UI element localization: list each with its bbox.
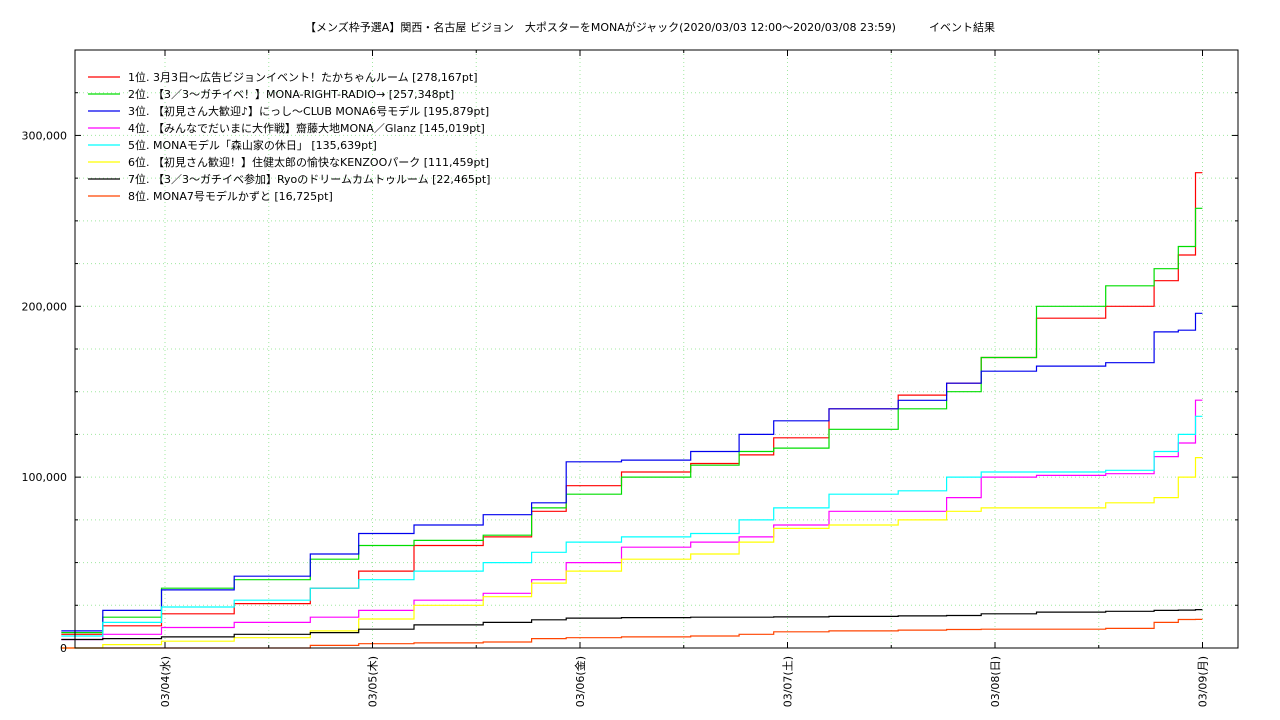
series-lines: [61, 172, 1203, 649]
series-line-4: [61, 399, 1203, 641]
series-line-6: [61, 457, 1203, 649]
y-tick-label: 0: [60, 642, 67, 655]
x-tick-label: 03/08(日): [989, 656, 1002, 707]
legend-entry-6: 6位. 【初見さん歓迎！】住健太郎の愉快なKENZOOパーク [111,459p…: [128, 155, 489, 169]
legend-entry-5: 5位. MONAモデル「森山家の休日」 [135,639pt]: [128, 138, 377, 152]
axes: 0 100,000 200,000 300,000 03/04(水) 03/05(木) 03…: [22, 50, 1238, 707]
x-tick-label: 03/06(金): [573, 656, 587, 707]
legend-entry-8: 8位. MONA7号モデルかずと [16,725pt]: [128, 189, 333, 203]
legend-entry-7: 7位. 【3／3〜ガチイベ参加】Ryoのドリームカムトゥルーム [22,465p…: [128, 172, 490, 186]
legend-entry-1: 1位. 3月3日〜広告ビジョンイベント！たかちゃんルーム [278,167pt]: [128, 70, 478, 84]
series-line-5: [61, 415, 1203, 637]
y-tick-label: 100,000: [22, 471, 68, 484]
legend-entry-4: 4位. 【みんなでだいまに大作戦】齋藤大地MONA／Glanz [145,019…: [128, 121, 485, 135]
series-line-8: [61, 618, 1203, 649]
legend-entry-3: 3位. 【初見さん大歓迎♪】にっし〜CLUB MONA6号モデル [195,87…: [128, 104, 489, 118]
x-tick-label: 03/05(木): [367, 656, 380, 707]
chart-title: 【メンズ枠予選A】関西・名古屋 ビジョン 大ポスターをMONAがジャック(202…: [305, 21, 995, 34]
series-line-2: [61, 207, 1203, 634]
series-line-1: [61, 172, 1203, 635]
y-tick-label: 300,000: [22, 129, 68, 142]
y-tick-label: 200,000: [22, 300, 68, 313]
legend: 1位. 3月3日〜広告ビジョンイベント！たかちゃんルーム [278,167pt]…: [88, 70, 490, 203]
x-tick-label: 03/09(月): [1197, 656, 1210, 707]
x-tick-label: 03/04(水): [159, 656, 172, 707]
x-tick-label: 03/07(土): [782, 656, 795, 707]
legend-entry-2: 2位. 【3／3〜ガチイベ！】MONA-RIGHT-RADIO→ [257,34…: [128, 87, 454, 101]
series-line-3: [61, 312, 1203, 632]
series-line-7: [61, 609, 1203, 641]
